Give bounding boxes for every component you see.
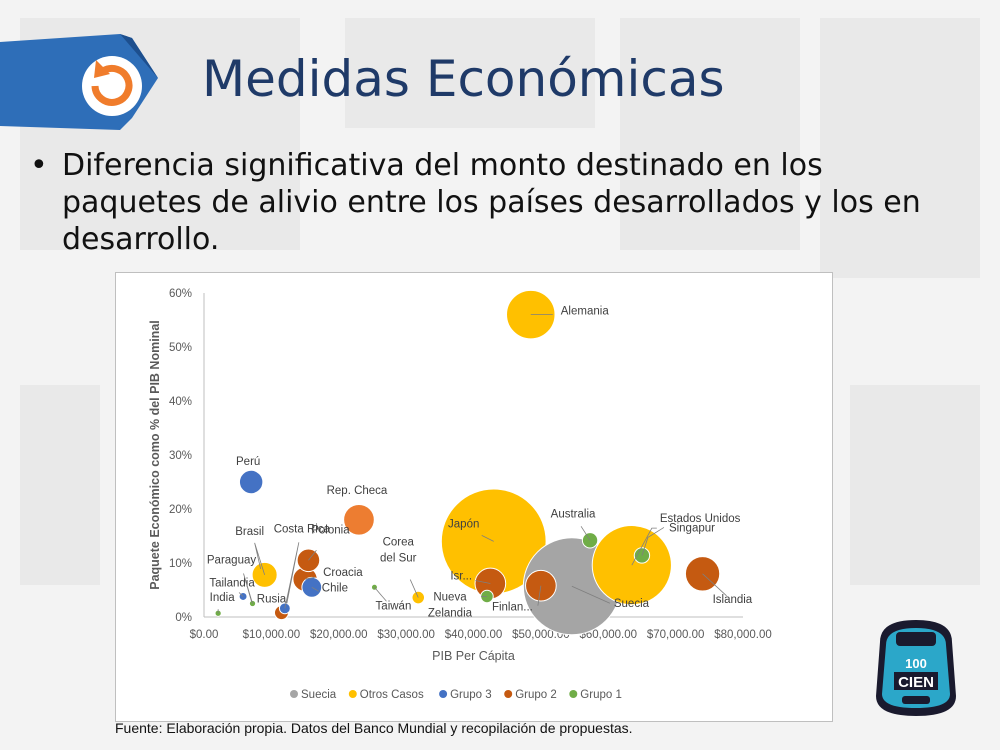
data-label-leader <box>243 573 253 604</box>
data-label: Chile <box>322 582 348 594</box>
background-block <box>850 385 980 585</box>
y-tick-label: 30% <box>169 450 192 462</box>
background-block <box>345 18 595 128</box>
header-banner <box>0 34 158 130</box>
logo-top-bar <box>896 632 936 646</box>
data-label-leader <box>641 527 665 556</box>
bullet-point: • Diferencia significativa del monto des… <box>30 147 970 258</box>
logo-bottom-bar <box>902 696 930 704</box>
slide-title: Medidas Económicas <box>202 50 725 108</box>
banner-fold <box>120 34 158 78</box>
data-label: Islandia <box>713 594 753 606</box>
data-label: Taiwán <box>376 600 412 612</box>
legend-label: Grupo 1 <box>580 689 622 701</box>
data-label: Finlan... <box>492 602 533 614</box>
data-label-leader <box>409 579 419 598</box>
bubble-point <box>591 525 672 606</box>
data-label-leader <box>284 542 300 609</box>
legend-marker <box>290 690 298 698</box>
y-tick-label: 50% <box>169 342 192 354</box>
y-tick-label: 40% <box>169 396 192 408</box>
y-tick-label: 10% <box>169 558 192 570</box>
legend-marker <box>439 690 448 698</box>
refresh-arrow-icon <box>82 56 142 116</box>
data-label: Rusia <box>257 594 287 606</box>
data-label-leader <box>304 576 316 580</box>
x-tick-label: $40,000.00 <box>445 629 503 641</box>
bubble-point <box>238 469 264 495</box>
logo-top-text: 100 <box>905 656 927 671</box>
data-label: Australia <box>551 508 596 520</box>
y-tick-label: 60% <box>169 288 192 300</box>
legend-marker <box>504 690 513 698</box>
data-label-leader <box>481 535 494 542</box>
source-note: Fuente: Elaboración propia. Datos del Ba… <box>115 720 633 736</box>
legend-label: Otros Casos <box>360 689 424 701</box>
x-tick-label: $20,000.00 <box>310 629 368 641</box>
y-tick-label: 0% <box>175 612 192 624</box>
data-label-leader <box>311 586 319 592</box>
data-label: Suecia <box>614 598 650 610</box>
data-label: Costa Rica <box>274 523 331 535</box>
legend-marker <box>569 690 578 698</box>
x-tick-label: $10,000.00 <box>243 629 301 641</box>
data-label: Paraguay <box>207 555 256 567</box>
data-label: Corea del Sur <box>380 537 417 565</box>
data-label: Perú <box>236 456 260 468</box>
bubble-point <box>343 503 375 536</box>
data-label-leader <box>475 580 491 584</box>
data-label: Estados Unidos <box>660 513 741 525</box>
data-label-leader <box>702 573 727 597</box>
data-label: Isr... <box>450 571 472 583</box>
background-block <box>20 385 100 585</box>
background-block <box>620 18 800 250</box>
data-label-leader <box>537 585 542 606</box>
data-label: Alemania <box>561 306 610 318</box>
data-label-leader <box>580 526 591 541</box>
data-label-leader <box>374 587 387 602</box>
legend-label: Suecia <box>301 689 337 701</box>
x-tick-label: $70,000.00 <box>647 629 705 641</box>
data-label: Japón <box>448 518 479 530</box>
background-block <box>820 18 980 278</box>
data-label: Rep. Checa <box>327 485 388 497</box>
data-label: Croacia <box>323 567 363 579</box>
y-tick-label: 20% <box>169 504 192 516</box>
data-label: Brasil <box>235 526 264 538</box>
x-tick-label: $60,000.00 <box>579 629 637 641</box>
data-label-leader <box>308 550 317 561</box>
data-label: India <box>210 592 236 604</box>
y-axis-title: Paquete Económico como % del PIB Nominal <box>148 320 162 590</box>
bubble-chart: $0.00 $10,000.00 $20,000.00 $30,000.00 $40,0… <box>115 272 833 722</box>
legend-marker <box>348 690 357 698</box>
data-label-leader <box>238 592 244 597</box>
legend-label: Grupo 2 <box>515 689 557 701</box>
logo-text-plate <box>894 672 938 690</box>
data-label: Nueva Zelandia <box>428 591 473 619</box>
logo-text: CIEN <box>898 674 934 691</box>
data-label-leader <box>254 542 266 575</box>
bullet-dot: • <box>30 148 48 183</box>
bullet-text: Diferencia significativa del monto desti… <box>62 148 921 257</box>
legend-label: Grupo 3 <box>450 689 492 701</box>
data-label: Singapur <box>669 522 715 534</box>
cien-logo: 100 CIEN <box>876 620 956 716</box>
x-tick-label: $0.00 <box>190 629 219 641</box>
x-tick-label: $30,000.00 <box>377 629 435 641</box>
data-label-leader <box>631 527 657 566</box>
chart-svg: $0.00 $10,000.00 $20,000.00 $30,000.00 $40,0… <box>148 288 772 701</box>
data-label: Polonia <box>311 524 350 536</box>
data-label-leader <box>571 585 611 604</box>
data-label: Tailandia <box>209 577 255 589</box>
x-tick-label: $80,000.00 <box>714 629 772 641</box>
x-axis-title: PIB Per Cápita <box>432 649 515 663</box>
